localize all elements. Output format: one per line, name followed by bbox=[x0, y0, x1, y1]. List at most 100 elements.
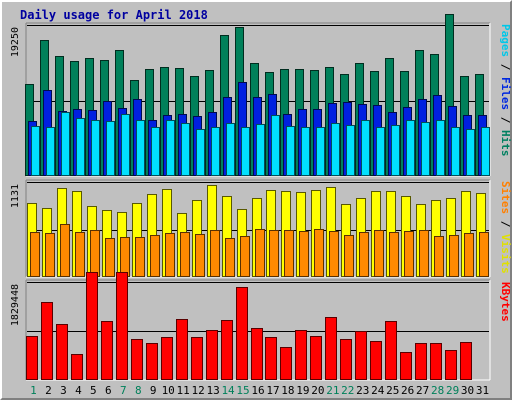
x-label-day-2: 2 bbox=[45, 384, 52, 397]
bar-pages-day-18 bbox=[286, 126, 295, 176]
bar-kbytes-day-3 bbox=[56, 324, 68, 380]
bar-kbytes-day-6 bbox=[101, 321, 113, 380]
bar-sites-day-23 bbox=[359, 232, 369, 277]
bar-kbytes-day-17 bbox=[265, 337, 277, 380]
series-kbytes bbox=[26, 272, 472, 380]
x-label-day-16: 16 bbox=[251, 384, 264, 397]
bar-pages-day-30 bbox=[466, 129, 475, 176]
x-axis-day-labels: 1 2 3 4 5 6 7 8 9 10 11 12 13 14 15 16 17 18 19 20 21 22 23 24 2… bbox=[30, 384, 489, 397]
bar-sites-day-19 bbox=[299, 231, 309, 277]
bar-kbytes-day-12 bbox=[191, 337, 203, 380]
bar-sites-day-1 bbox=[30, 232, 40, 277]
bar-sites-day-24 bbox=[374, 230, 384, 277]
bar-pages-day-24 bbox=[376, 127, 385, 176]
legend-item: Visits bbox=[499, 234, 512, 274]
y-axis-max-label: 1829448 bbox=[10, 284, 21, 326]
bar-pages-day-2 bbox=[46, 127, 55, 176]
bar-sites-day-28 bbox=[434, 236, 444, 277]
x-label-day-17: 17 bbox=[266, 384, 279, 397]
bar-sites-day-26 bbox=[404, 231, 414, 277]
bar-kbytes-day-15 bbox=[236, 287, 248, 380]
bar-sites-day-17 bbox=[269, 230, 279, 277]
bar-kbytes-day-26 bbox=[400, 352, 412, 380]
bar-sites-day-7 bbox=[120, 237, 130, 277]
x-label-day-8: 8 bbox=[135, 384, 142, 397]
bar-kbytes-day-24 bbox=[370, 341, 382, 380]
bar-pages-day-29 bbox=[451, 127, 460, 176]
bar-kbytes-day-25 bbox=[385, 321, 397, 380]
bar-pages-day-25 bbox=[391, 125, 400, 176]
bar-pages-day-4 bbox=[76, 118, 85, 176]
bar-pages-day-10 bbox=[166, 120, 175, 176]
legend-item: Pages bbox=[499, 24, 512, 57]
legend-item: / bbox=[499, 110, 512, 130]
bar-pages-day-8 bbox=[136, 120, 145, 176]
bar-sites-day-15 bbox=[240, 236, 250, 277]
legend-item: Files bbox=[499, 77, 512, 110]
bar-pages-day-9 bbox=[151, 127, 160, 176]
bar-pages-day-15 bbox=[241, 127, 250, 176]
bar-pages-day-6 bbox=[106, 121, 115, 176]
bar-sites-day-30 bbox=[464, 233, 474, 277]
x-label-day-15: 15 bbox=[236, 384, 249, 397]
bar-sites-day-18 bbox=[284, 230, 294, 277]
series-pages bbox=[31, 112, 490, 176]
x-label-day-9: 9 bbox=[150, 384, 157, 397]
bar-sites-day-12 bbox=[195, 234, 205, 277]
bar-kbytes-day-19 bbox=[295, 330, 307, 380]
x-label-day-23: 23 bbox=[356, 384, 369, 397]
x-label-day-27: 27 bbox=[416, 384, 429, 397]
x-label-day-20: 20 bbox=[311, 384, 324, 397]
x-label-day-24: 24 bbox=[371, 384, 385, 397]
bar-pages-day-19 bbox=[301, 127, 310, 176]
bar-kbytes-day-14 bbox=[221, 320, 233, 380]
bar-kbytes-day-22 bbox=[340, 339, 352, 380]
x-label-day-18: 18 bbox=[281, 384, 294, 397]
x-label-day-28: 28 bbox=[431, 384, 444, 397]
bar-pages-day-1 bbox=[31, 126, 40, 176]
bar-pages-day-21 bbox=[331, 123, 340, 176]
bar-pages-day-13 bbox=[211, 127, 220, 176]
bar-pages-day-20 bbox=[316, 127, 325, 176]
bar-kbytes-day-29 bbox=[445, 350, 457, 380]
bar-kbytes-day-11 bbox=[176, 319, 188, 380]
bar-pages-day-5 bbox=[91, 120, 100, 176]
bar-pages-day-27 bbox=[421, 122, 430, 176]
legend-middle: Sites / Visits bbox=[499, 181, 512, 274]
panel-bottom: 1829448 bbox=[10, 272, 491, 381]
bar-sites-day-8 bbox=[135, 237, 145, 277]
panel-middle: 1131 bbox=[10, 179, 491, 278]
bar-sites-day-10 bbox=[165, 233, 175, 277]
x-label-day-19: 19 bbox=[296, 384, 309, 397]
bar-kbytes-day-8 bbox=[131, 339, 143, 380]
bar-kbytes-day-28 bbox=[430, 343, 442, 380]
bar-pages-day-3 bbox=[61, 112, 70, 176]
x-label-day-6: 6 bbox=[105, 384, 112, 397]
bar-pages-day-28 bbox=[436, 120, 445, 176]
bar-pages-day-11 bbox=[181, 123, 190, 176]
bar-kbytes-day-30 bbox=[460, 342, 472, 380]
bar-pages-day-7 bbox=[121, 114, 130, 176]
chart-panels: 19250 1131 1829448 bbox=[10, 14, 491, 381]
series-sites bbox=[30, 224, 489, 277]
bar-kbytes-day-21 bbox=[325, 317, 337, 380]
bar-pages-day-31 bbox=[481, 127, 490, 176]
bar-sites-day-16 bbox=[255, 229, 265, 277]
bar-kbytes-day-23 bbox=[355, 331, 367, 380]
bar-sites-day-14 bbox=[225, 238, 235, 277]
bar-pages-day-12 bbox=[196, 129, 205, 176]
x-label-day-10: 10 bbox=[162, 384, 175, 397]
bar-kbytes-day-27 bbox=[415, 343, 427, 380]
bar-pages-day-23 bbox=[361, 120, 370, 176]
bar-sites-day-20 bbox=[314, 229, 324, 277]
bar-sites-day-2 bbox=[45, 233, 55, 277]
x-label-day-3: 3 bbox=[60, 384, 67, 397]
x-label-day-26: 26 bbox=[401, 384, 414, 397]
bar-pages-day-16 bbox=[256, 124, 265, 176]
bar-kbytes-day-13 bbox=[206, 330, 218, 380]
bar-kbytes-day-16 bbox=[251, 328, 263, 380]
bar-sites-day-5 bbox=[90, 230, 100, 277]
bar-sites-day-29 bbox=[449, 235, 459, 277]
x-label-day-4: 4 bbox=[75, 384, 82, 397]
